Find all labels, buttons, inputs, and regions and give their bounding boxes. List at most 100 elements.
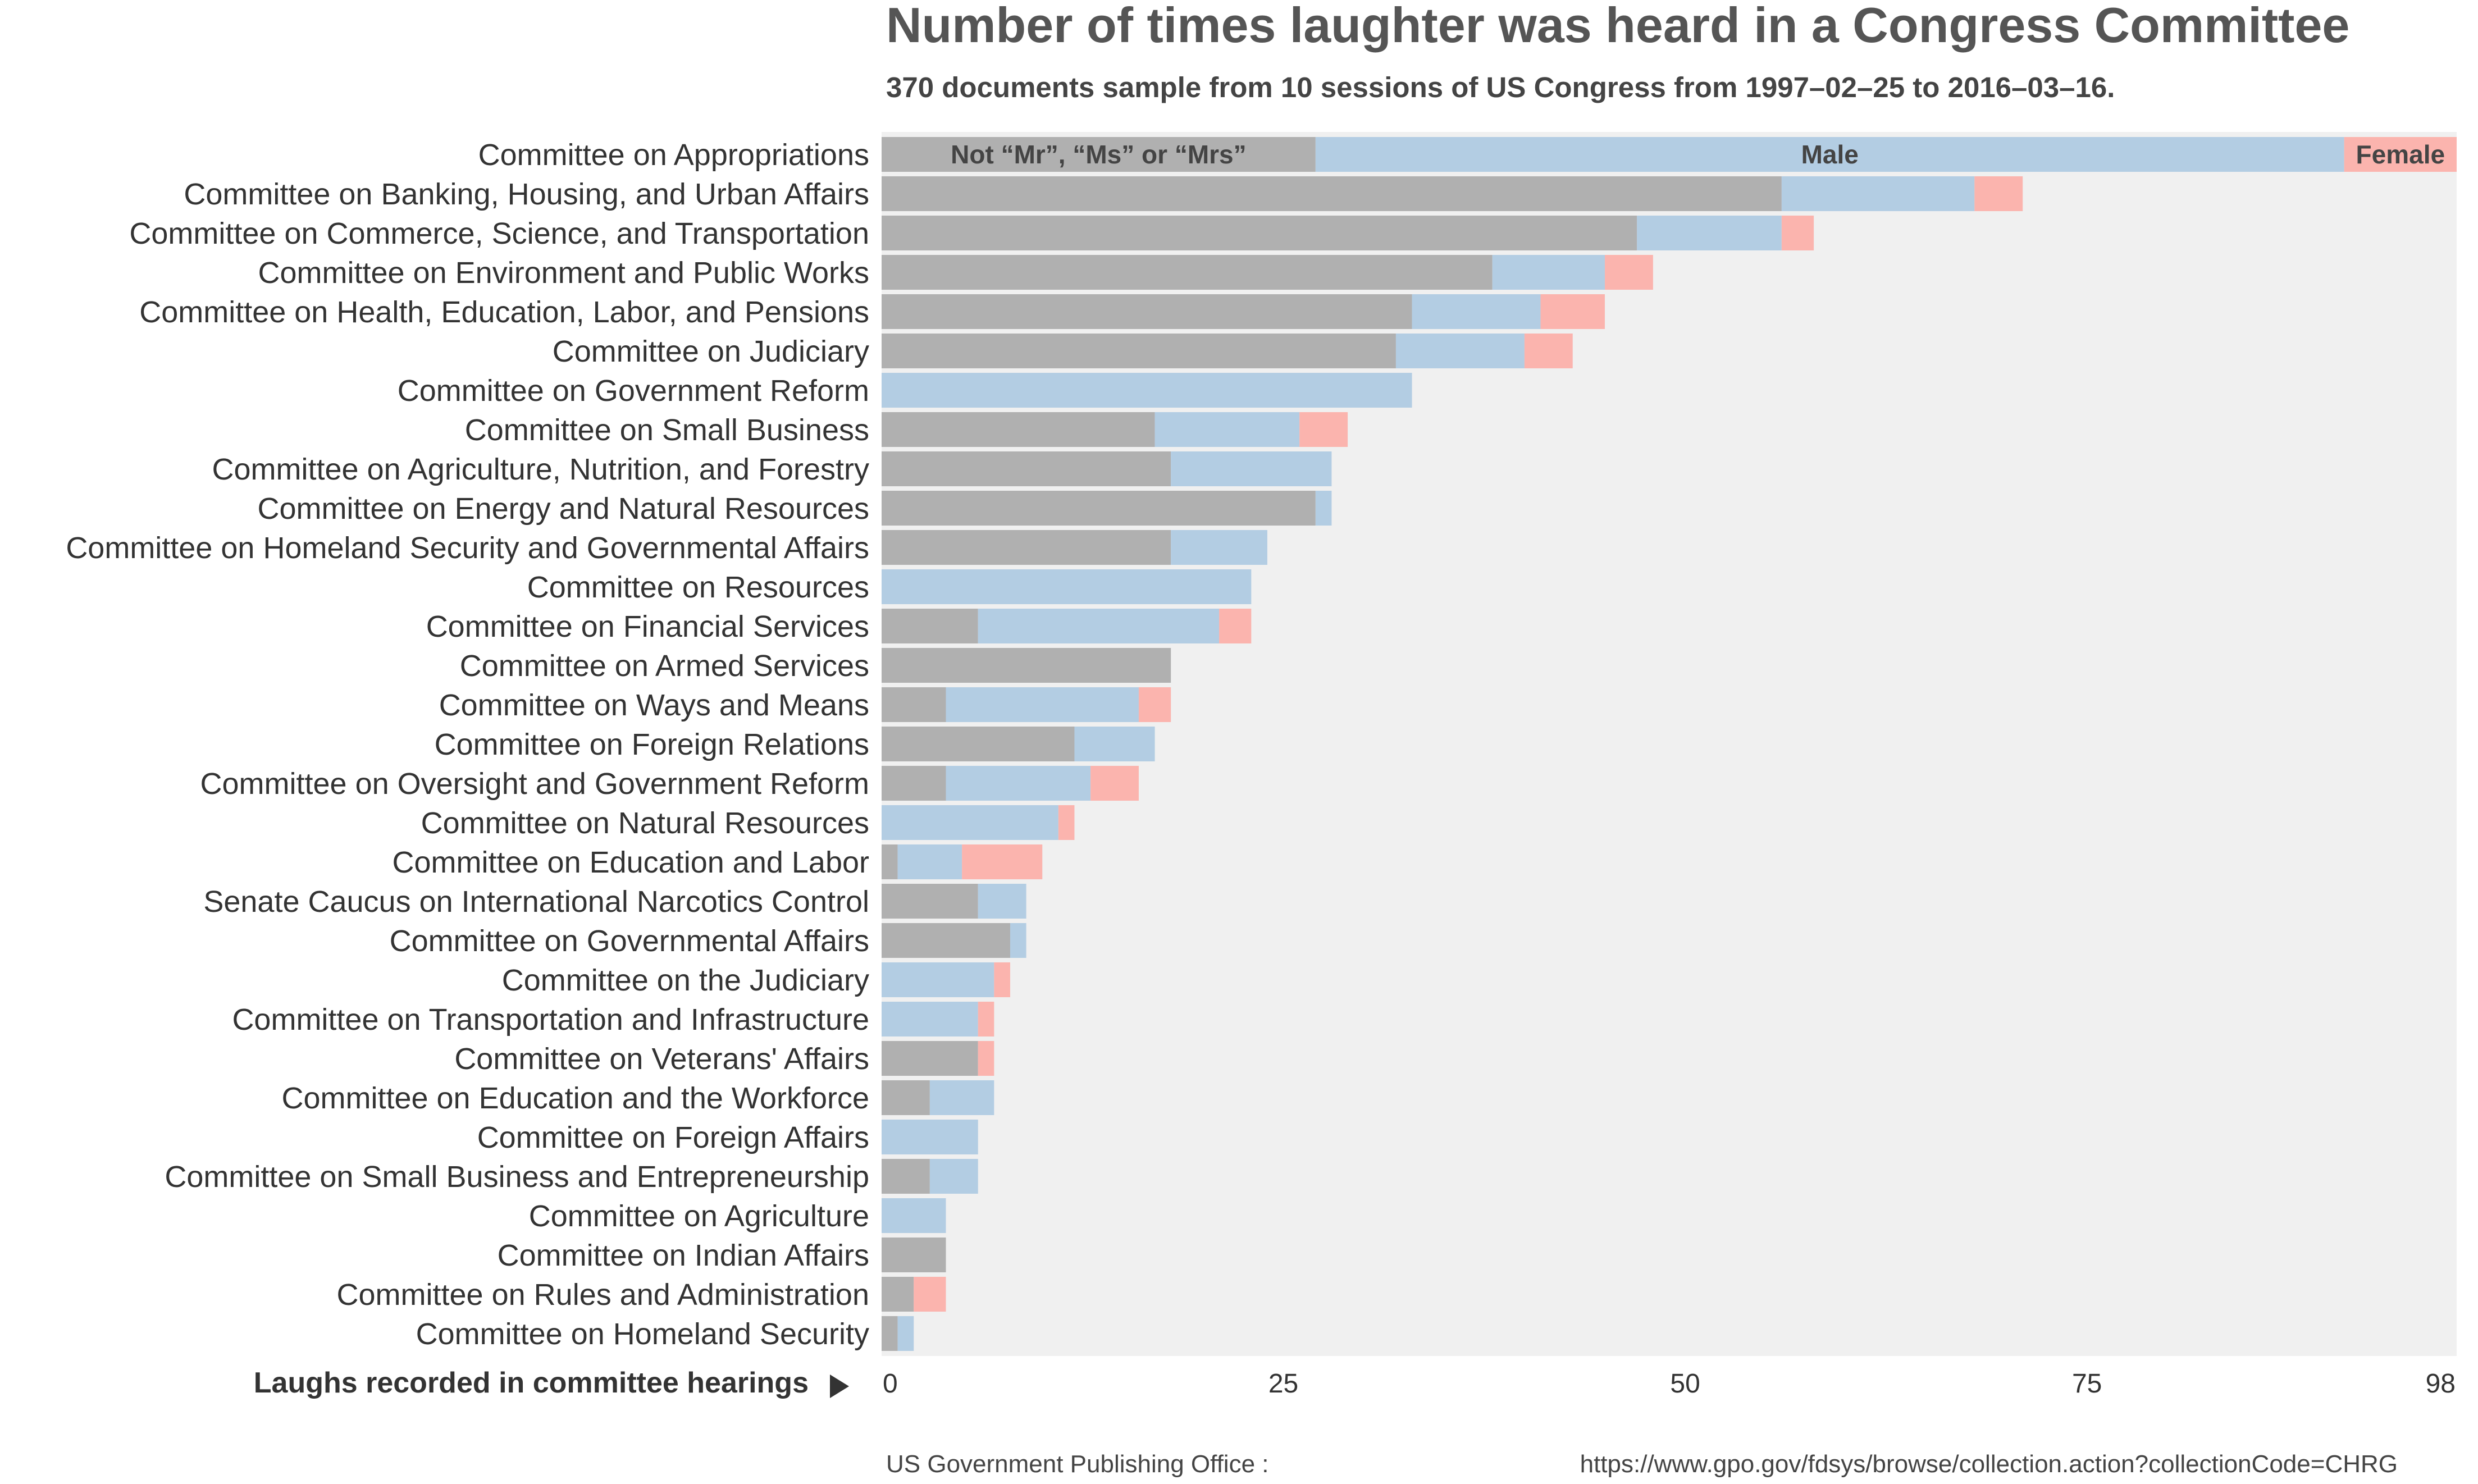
x-axis-arrow-icon <box>830 1375 849 1398</box>
category-label: Committee on Agriculture, Nutrition, and… <box>212 453 869 486</box>
source-label: US Government Publishing Office : <box>886 1450 1269 1478</box>
bar-segment-female <box>1090 766 1139 801</box>
bar-segment-male <box>1781 176 1975 211</box>
bar-segment-male <box>1171 530 1267 565</box>
x-tick-label: 25 <box>1268 1369 1298 1399</box>
x-axis-label: Laughs recorded in committee hearings <box>254 1367 809 1399</box>
bar-segment-male <box>882 962 994 997</box>
category-label: Committee on Foreign Relations <box>435 728 869 761</box>
bar-segment-male <box>1637 216 1782 250</box>
bar-segment-male <box>978 884 1026 919</box>
category-label: Committee on Environment and Public Work… <box>258 256 869 290</box>
bar-segment-not-titled <box>882 216 1637 250</box>
bar-segment-not-titled <box>882 1080 930 1115</box>
bar-segment-not-titled <box>882 648 1171 683</box>
bar-segment-male <box>1395 334 1525 368</box>
category-label: Committee on Resources <box>527 570 869 604</box>
chart-title: Number of times laughter was heard in a … <box>886 0 2349 53</box>
bar-segment-not-titled <box>882 766 946 801</box>
bar-segment-female <box>1605 255 1653 290</box>
category-label: Committee on Rules and Administration <box>337 1278 869 1312</box>
bar-segment-female <box>1299 412 1348 447</box>
category-label: Committee on Governmental Affairs <box>390 924 869 958</box>
category-label: Committee on Financial Services <box>426 610 869 643</box>
bar-segment-male <box>882 569 1252 604</box>
bar-segment-not-titled <box>882 727 1075 761</box>
x-tick-label: 0 <box>883 1369 898 1399</box>
bar-segment-not-titled <box>882 451 1171 486</box>
bar-segment-not-titled <box>882 1316 898 1351</box>
bar-segment-male <box>882 1198 946 1233</box>
bar-segment-not-titled <box>882 1159 930 1194</box>
bar-segment-not-titled <box>882 609 978 643</box>
bar-segment-not-titled <box>882 412 1155 447</box>
category-label: Committee on the Judiciary <box>502 964 869 997</box>
category-label: Committee on Judiciary <box>553 335 869 368</box>
x-tick-label: 98 <box>2426 1369 2456 1399</box>
bar-segment-female <box>978 1002 994 1036</box>
bar-segment-female <box>1058 805 1075 840</box>
bar-segment-female <box>1540 294 1605 329</box>
category-label: Committee on Ways and Means <box>439 688 869 722</box>
bar-segment-male <box>1074 727 1155 761</box>
bar-segment-male <box>1315 137 2344 172</box>
segment-labels: Not “Mr”, “Ms” or “Mrs” Male Female <box>951 140 2445 169</box>
bar-segment-male <box>929 1080 994 1115</box>
bar-segment-male <box>1010 923 1026 958</box>
bar-segment-female <box>994 962 1010 997</box>
bar-segment-female <box>914 1277 946 1312</box>
category-label: Committee on Commerce, Science, and Tran… <box>129 217 869 250</box>
category-label: Committee on Armed Services <box>460 649 869 683</box>
category-label: Committee on Indian Affairs <box>498 1239 869 1272</box>
bar-segment-male <box>978 609 1220 643</box>
category-label: Committee on Small Business and Entrepre… <box>165 1160 869 1194</box>
bar-segment-not-titled <box>882 491 1316 526</box>
bar-segment-male <box>946 687 1139 722</box>
bar-segment-female <box>1524 334 1573 368</box>
x-tick-label: 50 <box>1670 1369 1700 1399</box>
bar-segment-not-titled <box>882 176 1782 211</box>
category-label: Committee on Government Reform <box>398 374 869 408</box>
bars-layer <box>882 137 2457 1351</box>
category-label: Committee on Small Business <box>465 413 869 447</box>
bar-segment-male <box>882 1002 978 1036</box>
bar-segment-not-titled <box>882 334 1396 368</box>
category-label: Committee on Energy and Natural Resource… <box>257 492 869 526</box>
bar-segment-not-titled <box>882 1277 914 1312</box>
category-label: Committee on Education and the Workforce <box>281 1081 869 1115</box>
category-label: Committee on Homeland Security <box>416 1317 869 1351</box>
bar-segment-not-titled <box>882 923 1010 958</box>
source-url-link[interactable]: https://www.gpo.gov/fdsys/browse/collect… <box>1580 1450 2398 1478</box>
chart-subtitle: 370 documents sample from 10 sessions of… <box>886 71 2115 103</box>
bar-segment-not-titled <box>882 137 1316 172</box>
category-label: Committee on Education and Labor <box>392 846 869 879</box>
bar-segment-female <box>1138 687 1171 722</box>
category-label: Committee on Natural Resources <box>421 806 869 840</box>
bar-segment-male <box>929 1159 978 1194</box>
bar-segment-female <box>1974 176 2023 211</box>
category-label: Committee on Health, Education, Labor, a… <box>139 295 869 329</box>
bar-segment-female <box>1781 216 1814 250</box>
bar-segment-not-titled <box>882 294 1412 329</box>
x-axis-ticks: 0 25 50 75 98 <box>883 1369 2456 1399</box>
bar-segment-female <box>978 1041 994 1076</box>
bar-segment-male <box>882 805 1058 840</box>
bar-segment-male <box>946 766 1091 801</box>
bar-segment-male <box>1492 255 1605 290</box>
bar-segment-male <box>882 1120 978 1154</box>
bar-segment-male <box>897 1316 914 1351</box>
bar-segment-female <box>1219 609 1252 643</box>
category-label: Committee on Foreign Affairs <box>477 1121 869 1154</box>
bar-segment-male <box>1412 294 1541 329</box>
series-label-not-titled: Not “Mr”, “Ms” or “Mrs” <box>951 140 1246 169</box>
category-label: Committee on Transportation and Infrastr… <box>232 1003 869 1036</box>
bar-segment-not-titled <box>882 884 978 919</box>
x-tick-label: 75 <box>2072 1369 2102 1399</box>
bar-segment-not-titled <box>882 687 946 722</box>
bar-segment-male <box>882 373 1412 408</box>
bar-segment-not-titled <box>882 1041 978 1076</box>
category-label: Committee on Appropriations <box>478 138 869 172</box>
category-label: Committee on Homeland Security and Gover… <box>66 531 869 565</box>
series-label-male: Male <box>1801 140 1859 169</box>
